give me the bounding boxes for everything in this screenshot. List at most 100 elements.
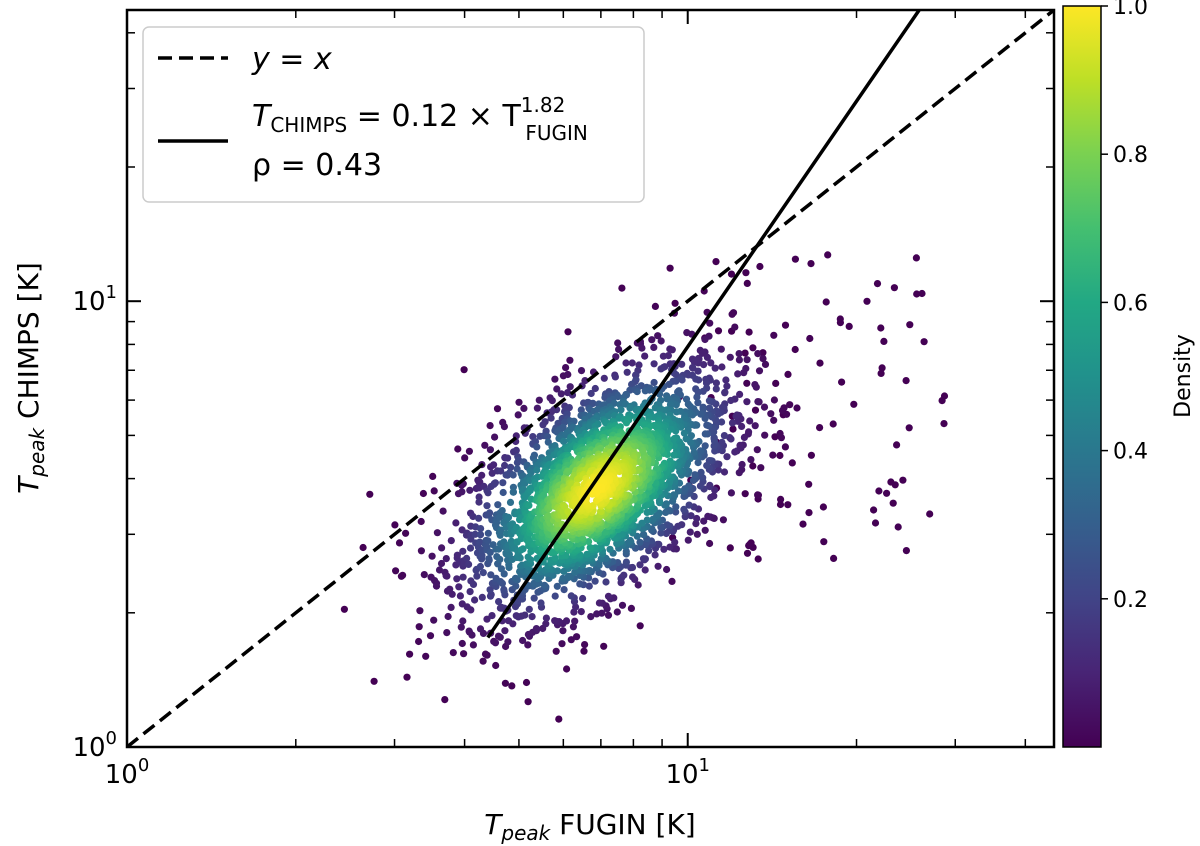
- scatter-point: [740, 369, 748, 377]
- scatter-point: [560, 586, 568, 594]
- scatter-point: [479, 657, 487, 665]
- scatter-point: [542, 620, 550, 628]
- scatter-point: [776, 429, 784, 438]
- scatter-point: [420, 571, 428, 579]
- scatter-point: [757, 464, 765, 472]
- scatter-point: [430, 487, 438, 495]
- scatter-point: [585, 582, 593, 590]
- scatter-point: [707, 359, 715, 367]
- scatter-point: [593, 484, 601, 492]
- scatter-point: [601, 528, 610, 536]
- colorbar-tick-label: 1.0: [1113, 0, 1148, 20]
- scatter-point: [735, 356, 744, 364]
- scatter-point: [734, 370, 742, 378]
- scatter-point: [741, 349, 749, 357]
- scatter-point: [484, 489, 492, 497]
- scatter-point: [663, 565, 671, 574]
- scatter-point: [767, 410, 775, 418]
- scatter-point: [564, 508, 572, 516]
- scatter-point: [692, 375, 700, 383]
- scatter-point: [770, 331, 778, 339]
- scatter-point: [466, 544, 475, 552]
- scatter-point: [793, 404, 801, 412]
- scatter-point: [571, 617, 579, 625]
- scatter-point: [727, 396, 735, 405]
- scatter-point: [453, 551, 461, 559]
- scatter-point: [769, 451, 777, 459]
- scatter-point: [443, 629, 451, 637]
- scatter-point: [778, 406, 787, 415]
- scatter-point: [719, 516, 728, 524]
- scatter-point: [512, 523, 521, 532]
- scatter-point: [501, 461, 509, 470]
- scatter-point: [435, 566, 444, 574]
- colorbar: [1062, 5, 1102, 748]
- scatter-point: [539, 421, 547, 429]
- scatter-point: [749, 462, 757, 470]
- scatter-point: [591, 384, 599, 393]
- scatter-point: [562, 364, 570, 372]
- scatter-point: [587, 389, 595, 398]
- scatter-point: [643, 516, 651, 524]
- scatter-point: [771, 433, 779, 441]
- scatter-point: [475, 498, 483, 506]
- scatter-point: [533, 466, 541, 474]
- scatter-point: [694, 459, 702, 467]
- scatter-point: [820, 538, 828, 546]
- scatter-point: [670, 451, 678, 459]
- scatter-point: [745, 428, 753, 436]
- scatter-point: [567, 592, 575, 600]
- scatter-point: [392, 567, 400, 575]
- scatter-point: [589, 502, 597, 510]
- scatter-point: [544, 512, 553, 520]
- scatter-point: [600, 374, 608, 382]
- scatter-point: [459, 573, 467, 581]
- scatter-point: [770, 396, 779, 404]
- scatter-point: [439, 507, 447, 515]
- scatter-point: [467, 606, 475, 614]
- scatter-point: [693, 514, 701, 523]
- scatter-point: [666, 264, 674, 272]
- scatter-point: [690, 358, 699, 366]
- scatter-point: [805, 508, 813, 517]
- scatter-point: [873, 280, 882, 288]
- scatter-point: [485, 555, 493, 563]
- scatter-point: [751, 406, 760, 414]
- scatter-point: [564, 572, 573, 581]
- scatter-point: [640, 530, 648, 539]
- scatter-point: [651, 551, 659, 559]
- scatter-point: [478, 471, 486, 479]
- scatter-point: [875, 487, 883, 495]
- scatter-point: [366, 490, 374, 498]
- scatter-point: [747, 456, 755, 464]
- scatter-point: [819, 503, 828, 511]
- scatter-point: [784, 501, 792, 509]
- scatter-point: [617, 406, 625, 414]
- scatter-point: [429, 472, 437, 480]
- scatter-point: [689, 476, 698, 484]
- scatter-point: [806, 334, 814, 343]
- scatter-point: [743, 549, 752, 557]
- scatter-point: [504, 638, 512, 646]
- scatter-point: [486, 548, 494, 557]
- scatter-point: [628, 359, 636, 367]
- scatter-point: [696, 482, 705, 490]
- scatter-point: [738, 460, 746, 469]
- scatter-point: [906, 321, 914, 329]
- scatter-point: [580, 647, 588, 655]
- scatter-point: [620, 571, 628, 579]
- scatter-point: [457, 623, 465, 631]
- scatter-point: [703, 353, 712, 361]
- scatter-point: [486, 586, 494, 594]
- scatter-point: [483, 502, 491, 510]
- x-tick-label: 100: [105, 755, 150, 790]
- scatter-point: [442, 555, 450, 563]
- scatter-point: [566, 383, 574, 391]
- scatter-point: [505, 550, 513, 559]
- scatter-point: [558, 640, 566, 648]
- scatter-point: [524, 641, 532, 649]
- scatter-point: [433, 529, 441, 537]
- scatter-point: [723, 453, 731, 461]
- scatter-point: [822, 298, 830, 306]
